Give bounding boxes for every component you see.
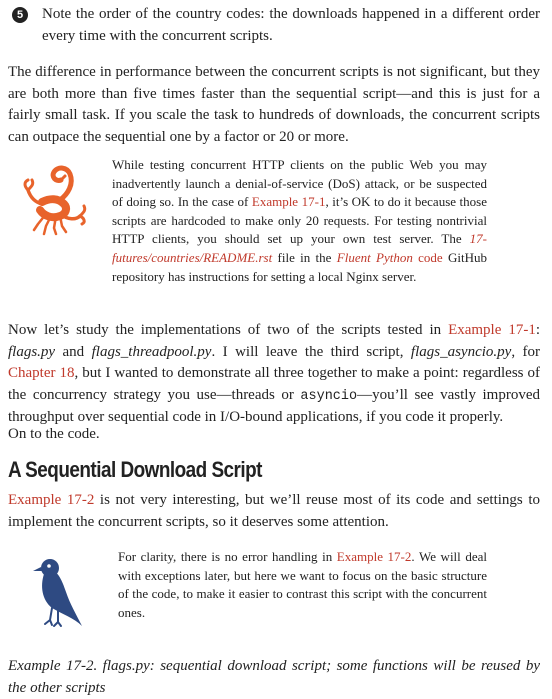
filename: flags_threadpool.py [91, 343, 212, 360]
warning-text: While testing concurrent HTTP clients on… [112, 156, 487, 286]
callout-text: Note the order of the country codes: the… [42, 6, 540, 44]
filename: flags.py [8, 343, 56, 360]
paragraph-example-17-2: Example 17-2 is not very interesting, bu… [8, 490, 540, 533]
example-17-2-link[interactable]: Example 17-2 [336, 549, 412, 564]
chapter-18-link[interactable]: Chapter 18 [8, 365, 75, 381]
example-17-1-link[interactable]: Example 17-1 [251, 194, 326, 210]
note-text-part: . We will deal with exceptions later, bu… [118, 549, 487, 620]
text-part: , but I wanted to demonstrate all three … [8, 365, 541, 403]
paragraph-performance: The difference in performance between th… [8, 64, 540, 145]
inline-code: asyncio [300, 388, 358, 404]
bird-icon [33, 559, 82, 627]
text-part: and [55, 343, 92, 360]
text-part: Now let’s study the implementations of t… [8, 322, 449, 338]
note-text: For clarity, there is no error handling … [118, 548, 487, 622]
text-part: : [535, 322, 540, 338]
example-17-2-link[interactable]: Example 17-2 [8, 492, 95, 508]
example-17-1-link[interactable]: Example 17-1 [448, 322, 536, 338]
readme-link[interactable]: 17-futures/countries/README.rst [112, 231, 487, 265]
paragraph-implementations: Now let’s study the implementations of t… [8, 320, 540, 429]
note-text-part: For clarity, there is no error handling … [118, 549, 337, 564]
filename: flags_asyncio.py [410, 343, 512, 360]
code-link[interactable]: code [418, 249, 443, 265]
paragraph-on-to-code: On to the code. [8, 426, 100, 442]
example-caption: Example 17-2. flags.py: sequential downl… [8, 658, 540, 696]
text-part: is not very interesting, but we’ll reuse… [8, 492, 540, 530]
warning-text-part: GitHub repository has instructions for s… [112, 249, 488, 284]
warning-text-part: While testing concurrent HTTP clients on… [112, 157, 487, 210]
warning-text-part: , it’s OK to do it because those scripts… [112, 194, 487, 247]
text-part: —you’ll see vastly improved throughput o… [8, 386, 540, 426]
warning-text-part: file in the [272, 249, 337, 265]
section-heading: A Sequential Download Script [8, 457, 262, 482]
fluent-python-link[interactable]: Fluent Python [336, 249, 413, 265]
scorpion-icon [23, 165, 87, 236]
text-part: . I will leave the third script, [211, 343, 411, 360]
text-part: , for [511, 343, 540, 360]
callout-number: 5 [12, 7, 28, 23]
